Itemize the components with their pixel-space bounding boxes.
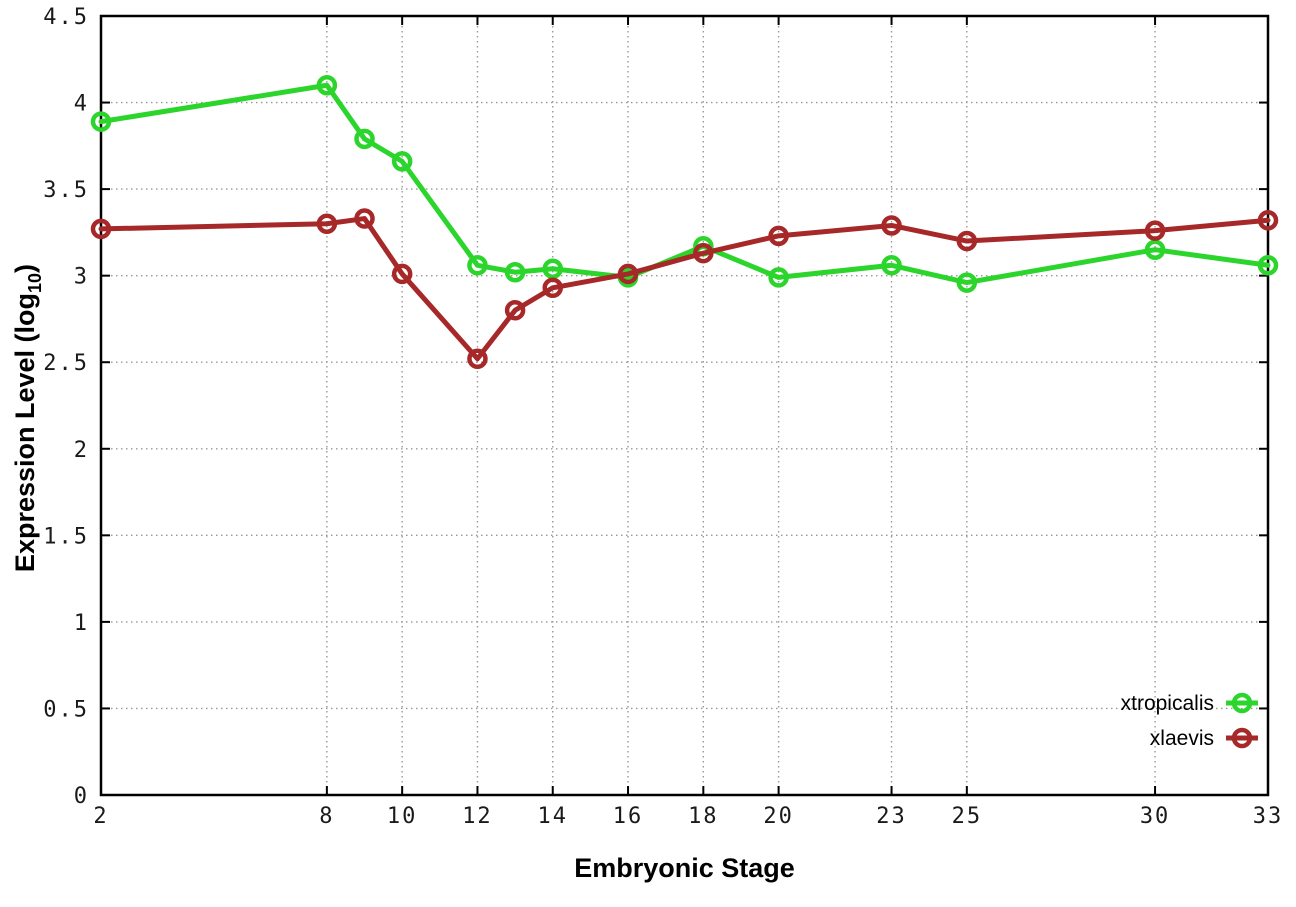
series-xtropicalis-line bbox=[98, 82, 1271, 286]
series-xtropicalis-marker bbox=[391, 151, 413, 172]
series-xlaevis-marker bbox=[1257, 210, 1279, 231]
x-tick-label: 18 bbox=[688, 804, 719, 829]
legend-label-xlaevis: xlaevis bbox=[1150, 727, 1214, 750]
y-tick-label: 0 bbox=[74, 784, 89, 809]
legend-sample-marker-xtropicalis bbox=[1231, 692, 1253, 714]
x-tick-label: 25 bbox=[952, 804, 983, 829]
series-xtropicalis-marker bbox=[956, 272, 978, 293]
series-xtropicalis-marker bbox=[542, 258, 563, 279]
series-xtropicalis-marker bbox=[768, 267, 789, 288]
series-xlaevis-marker bbox=[956, 230, 978, 252]
x-tick-label: 33 bbox=[1253, 804, 1284, 829]
series-xtropicalis-marker bbox=[90, 111, 112, 132]
x-tick-label: 12 bbox=[462, 804, 493, 829]
series-xtropicalis-marker bbox=[504, 261, 526, 283]
series-xlaevis-marker bbox=[693, 242, 714, 264]
y-tick-label: 1.5 bbox=[43, 524, 89, 549]
x-axis-title: Embryonic Stage bbox=[574, 853, 795, 883]
series-xlaevis-marker bbox=[504, 300, 526, 321]
series-xlaevis-marker bbox=[467, 348, 488, 370]
y-tick-label: 4 bbox=[74, 92, 89, 117]
legend-sample-marker-xlaevis bbox=[1231, 727, 1253, 749]
series-xlaevis-line bbox=[98, 216, 1271, 362]
series-xtropicalis-marker bbox=[467, 255, 488, 276]
x-tick-label: 30 bbox=[1140, 804, 1171, 829]
y-tick-label: 0.5 bbox=[43, 697, 89, 722]
series-xlaevis-marker bbox=[354, 208, 375, 229]
series-xtropicalis-marker bbox=[316, 74, 338, 96]
legend-label-xtropicalis: xtropicalis bbox=[1121, 692, 1214, 715]
y-axis-title: Expression Level (log10) bbox=[10, 264, 45, 572]
x-tick-label: 10 bbox=[387, 804, 418, 829]
x-tick-label: 23 bbox=[876, 804, 907, 829]
y-tick-label: 3 bbox=[74, 265, 89, 290]
series-xtropicalis-marker bbox=[881, 255, 902, 276]
series-xlaevis-marker bbox=[391, 263, 413, 285]
series-xtropicalis-marker bbox=[1257, 255, 1279, 276]
y-tick-label: 2.5 bbox=[43, 351, 89, 376]
y-tick-label: 3.5 bbox=[43, 178, 89, 203]
plot-border bbox=[99, 14, 1270, 797]
series-xlaevis-marker bbox=[316, 213, 338, 234]
series-xlaevis-marker bbox=[768, 225, 789, 247]
series-xlaevis-marker bbox=[617, 263, 639, 285]
series-xlaevis-marker bbox=[542, 277, 563, 299]
x-tick-label: 20 bbox=[763, 804, 794, 829]
x-tick-label: 14 bbox=[537, 804, 568, 829]
series-xlaevis-marker bbox=[1144, 220, 1166, 241]
y-tick-label: 2 bbox=[74, 438, 89, 463]
y-tick-label: 4.5 bbox=[43, 5, 89, 30]
series-xtropicalis-marker bbox=[1144, 239, 1166, 260]
x-tick-label: 8 bbox=[319, 804, 334, 829]
y-tick-label: 1 bbox=[74, 611, 89, 636]
x-tick-label: 2 bbox=[93, 804, 108, 829]
series-xlaevis-marker bbox=[881, 215, 902, 236]
series-xtropicalis-marker bbox=[354, 128, 375, 150]
series-xlaevis-marker bbox=[90, 218, 112, 240]
x-tick-label: 16 bbox=[613, 804, 644, 829]
